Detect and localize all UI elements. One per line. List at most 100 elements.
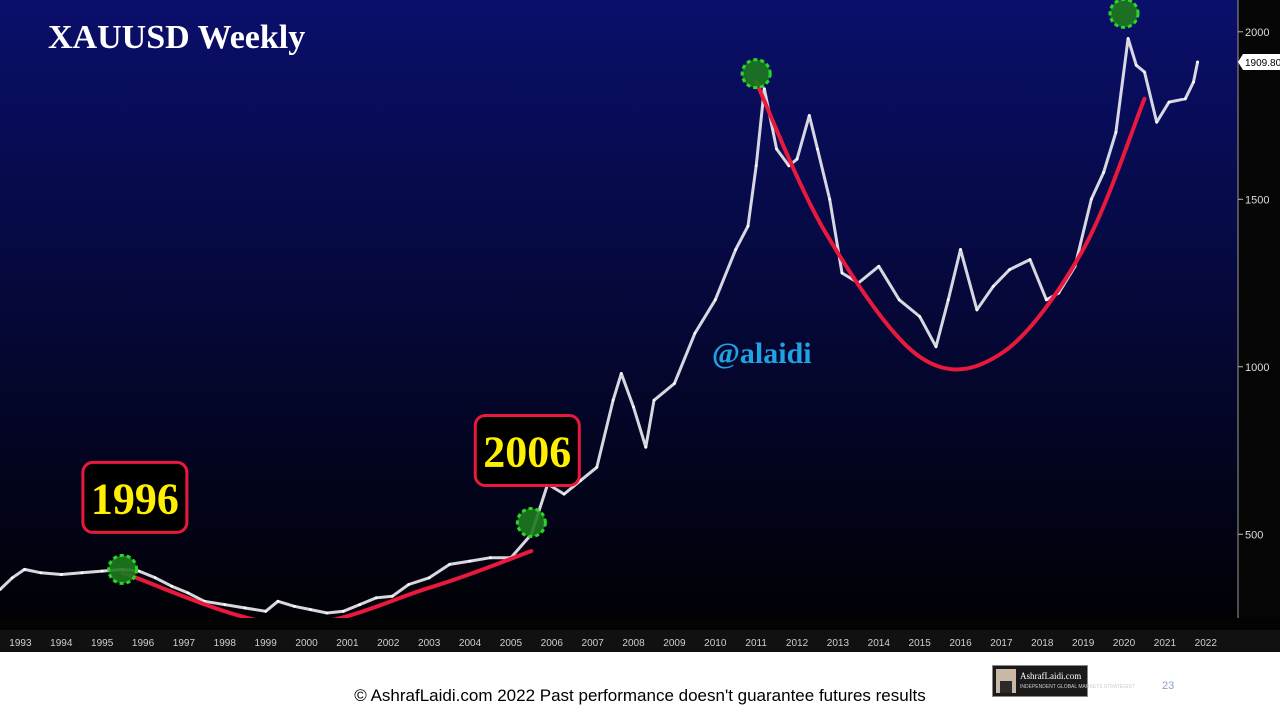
price-point [170,584,174,588]
price-point [39,571,43,575]
price-point [693,331,697,335]
price-point [946,298,950,302]
price-point [448,563,452,566]
curves [120,80,1147,627]
slide-number: 23 [1162,680,1175,692]
logo: AshrafLaidi.com INDEPENDENT GLOBAL MARKE… [992,665,1135,697]
price-point [1143,70,1146,74]
price-point [1134,63,1138,67]
y-tick-label: 500 [1245,529,1263,541]
price-point [341,609,345,613]
price-point [1167,100,1171,104]
x-tick-label: 1999 [255,638,278,649]
price-point [991,284,995,288]
price-point [1114,130,1118,134]
x-tick-label: 1994 [50,638,73,649]
price-point [828,197,832,201]
price-point [325,611,329,615]
price-point [468,559,472,563]
x-tick-label: 2004 [459,638,482,649]
price-point [390,594,394,598]
price-series [0,37,1200,615]
x-tick-label: 2017 [990,638,1013,649]
x-tick-label: 2011 [745,638,767,649]
highlight-marker [107,553,139,585]
price-point [959,248,962,251]
price-point [1044,298,1048,302]
price-point [264,609,268,613]
price-point [673,382,676,385]
x-tick-label: 2012 [786,638,809,649]
price-point [1126,37,1130,40]
x-tick-label: 2010 [704,638,727,649]
x-tick-label: 2014 [868,638,891,649]
x-tick-label: 1995 [91,638,114,649]
x-tick-label: 1997 [173,638,196,649]
price-point [100,569,104,573]
price-point [1028,258,1032,261]
chart-background [0,0,1280,652]
price-point [276,599,280,603]
x-tick-label: 2022 [1195,638,1218,649]
price-point [897,298,901,302]
price-point [619,372,623,375]
price-point [562,492,566,496]
x-tick-label: 2018 [1031,638,1054,649]
price-point [186,591,190,595]
price-point [1183,97,1187,101]
last-price-tag [1238,54,1280,71]
watermark: @alaidi [712,337,812,370]
price-point [877,264,881,268]
price-point [762,87,766,91]
highlight-marker [1108,0,1140,29]
x-tick-label: 1993 [9,638,32,649]
price-point [775,147,779,151]
price-point [358,603,362,607]
x-axis-gap [0,618,1280,630]
x-tick-label: 2006 [541,638,564,649]
chart-svg: 1996 2006 500 1000 1500 2000 1993 1994 1995 1996… [0,0,1280,652]
price-point [713,298,717,302]
y-tick-label: 1500 [1245,194,1269,206]
x-tick-label: 2008 [622,638,645,649]
annotation-box [473,414,581,488]
annotation-box [81,460,189,534]
x-tick-label: 2019 [1072,638,1095,649]
y-tick-label: 2000 [1245,27,1269,39]
price-point [374,596,378,600]
price-point [795,157,799,161]
logo-tagline: INDEPENDENT GLOBAL MARKETS STRATEGIST [1020,684,1135,690]
annotation-label: 1996 [91,474,179,523]
x-tick-label: 2001 [336,638,359,649]
price-point [816,147,819,151]
price-point [746,224,750,228]
price-point [309,608,313,612]
annotations: 1996 2006 [81,414,581,534]
x-tick-label: 2003 [418,638,441,649]
y-tick-label: 1000 [1245,362,1269,374]
price-point [644,445,648,449]
x-tick-label: 2007 [582,638,605,649]
price-point [754,164,758,168]
price-point [1089,197,1093,201]
price-point [1192,80,1195,84]
x-tick-label: 2020 [1113,638,1136,649]
last-price-label: 1909.80 [1245,58,1280,69]
chart-area: 1996 2006 500 1000 1500 2000 1993 1994 1995 1996… [0,0,1280,652]
x-axis-bar [0,630,1280,652]
price-point [427,576,431,580]
copyright-text: © AshrafLaidi.com 2022 Past performance … [354,686,926,705]
highlight-marker [740,58,772,90]
price-point [840,271,844,275]
price-point [0,588,2,591]
price-point [734,248,738,251]
price-point [918,315,922,318]
price-point [934,345,938,349]
annotation-label: 2006 [483,428,571,477]
trend-curve [754,80,1147,372]
price-point [652,398,656,402]
price-point [787,164,791,168]
logo-name: AshrafLaidi.com [1020,671,1082,681]
y-axis-strip [1238,0,1280,630]
